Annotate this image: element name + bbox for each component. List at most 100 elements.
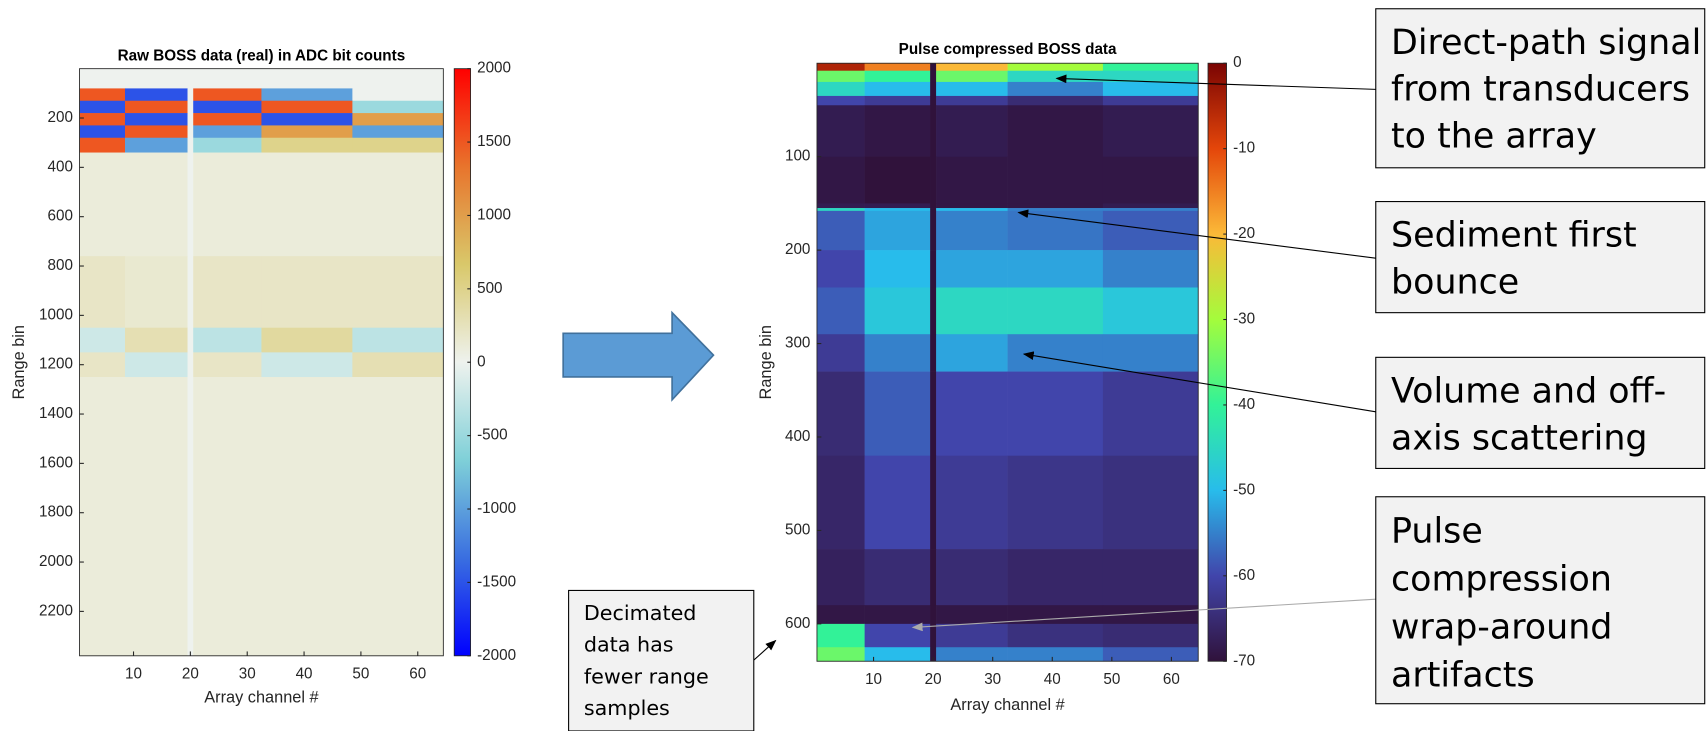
callout: Volume and off-axis scattering (1022, 351, 1706, 469)
heatmap-cell (816, 208, 865, 212)
heatmap-cell (1007, 371, 1104, 456)
heatmap-cell (352, 137, 444, 153)
y-tick-label: 600 (48, 208, 73, 225)
heatmap-cell (936, 203, 1008, 209)
heatmap-cell (936, 549, 1008, 606)
heatmap-cell (1007, 105, 1104, 157)
heatmap-cell (124, 377, 188, 657)
heatmap-cell (816, 623, 865, 648)
heatmap-cell (816, 203, 865, 209)
colorbar-tick-label: -70 (1233, 652, 1255, 669)
colorbar-tick-label: 1500 (477, 133, 511, 150)
callout-arrow (1022, 351, 1376, 413)
heatmap-cell (1007, 156, 1104, 204)
heatmap-cell (864, 287, 931, 335)
heatmap-cell (1102, 455, 1199, 550)
heatmap-cell (124, 137, 188, 153)
callout-text: Sediment first (1391, 216, 1637, 256)
heatmap-cell (79, 125, 126, 139)
y-tick-label: 1800 (39, 504, 73, 521)
callout: Pulse compression wrap-around artifacts (911, 496, 1706, 705)
heatmap-cell (936, 208, 1008, 212)
heatmap-cell (816, 250, 865, 288)
callout-arrow (1055, 74, 1376, 90)
heatmap-cell (930, 208, 937, 212)
callout-text: artifacts (1391, 655, 1535, 695)
heatmap-cell (930, 647, 937, 662)
heatmap-cell (187, 377, 194, 657)
heatmap-cell (193, 113, 262, 126)
heatmap-cell (936, 95, 1008, 106)
heatmap-cell (864, 250, 931, 288)
heatmap-cell (816, 63, 865, 72)
heatmap-cell (1007, 208, 1104, 212)
heatmap-cell (352, 100, 444, 114)
heatmap-cell (187, 137, 194, 153)
heatmap-cell (936, 334, 1008, 372)
heatmap-cell (352, 256, 444, 329)
y-tick-label: 2000 (39, 553, 73, 570)
y-tick-label: 500 (785, 521, 810, 538)
callout-text: bounce (1391, 263, 1519, 303)
callout-text: samples (584, 696, 670, 720)
heatmap-cell (936, 156, 1008, 204)
heatmap-cell (930, 334, 937, 372)
callout-arrow (911, 598, 1376, 632)
heatmap-cell (816, 549, 865, 606)
heatmap-cell (261, 113, 353, 126)
x-tick-label: 10 (125, 665, 142, 682)
heatmap-cell (187, 327, 194, 353)
callout-text: compression (1391, 560, 1612, 600)
colorbar-tick-label: 0 (477, 353, 485, 370)
heatmap-cell (79, 152, 126, 257)
heatmap-chart: 10 20 30 40 50 60 100 200 300 400 500 600 Pulse comp… (757, 41, 1255, 714)
colorbar-tick-label: -10 (1233, 140, 1255, 157)
heatmap-cell (124, 352, 188, 378)
heatmap-cell (352, 68, 444, 89)
heatmap-cell (1102, 63, 1199, 72)
heatmap-cell (1102, 287, 1199, 335)
callout-box (1375, 356, 1706, 469)
callout-box (568, 589, 755, 731)
heatmap-cell (816, 95, 865, 106)
x-tick-label: 60 (409, 665, 426, 682)
heatmap-cell (79, 327, 126, 353)
heatmap-cell (261, 256, 353, 329)
heatmap-cell (261, 327, 353, 353)
callout-text: Volume and off- (1391, 371, 1666, 411)
heatmap-cell (930, 156, 937, 204)
x-tick-label: 20 (182, 665, 199, 682)
heatmap-cell (79, 100, 126, 114)
heatmap-cell (193, 137, 262, 153)
y-tick-label: 400 (785, 428, 810, 445)
callout-arrow (753, 639, 777, 661)
heatmap-cell (1102, 605, 1199, 625)
heatmap-cell (79, 352, 126, 378)
heatmap-cell (1102, 70, 1199, 83)
heatmap-cell (352, 125, 444, 139)
heatmap-cell (124, 100, 188, 114)
y-tick-label: 100 (785, 148, 810, 165)
heatmap-cell (193, 88, 262, 102)
heatmap-cell (816, 156, 865, 204)
heatmap-cell (193, 68, 262, 89)
heatmap-cell (193, 100, 262, 114)
heatmap-cell (261, 152, 353, 257)
x-tick-label: 40 (1044, 671, 1061, 688)
heatmap-cell (816, 605, 865, 625)
heatmap-cell (124, 68, 188, 89)
heatmap-cell (930, 105, 937, 157)
axes-box (816, 62, 1199, 662)
heatmap-cell (261, 352, 353, 378)
x-tick-label: 30 (984, 671, 1001, 688)
heatmap-cell (816, 81, 865, 97)
x-tick-label: 50 (352, 665, 369, 682)
heatmap-cell (187, 68, 194, 89)
heatmap-cell (864, 455, 931, 550)
heatmap-cell (936, 250, 1008, 288)
heatmap-cell (816, 70, 865, 83)
y-tick-label: 1200 (39, 356, 73, 373)
heatmap-chart: 10 20 30 40 50 60 200 400 600 800 1000 1200 1400 1600… (10, 48, 516, 707)
heatmap-cell (864, 549, 931, 606)
heatmap-cell (79, 113, 126, 126)
